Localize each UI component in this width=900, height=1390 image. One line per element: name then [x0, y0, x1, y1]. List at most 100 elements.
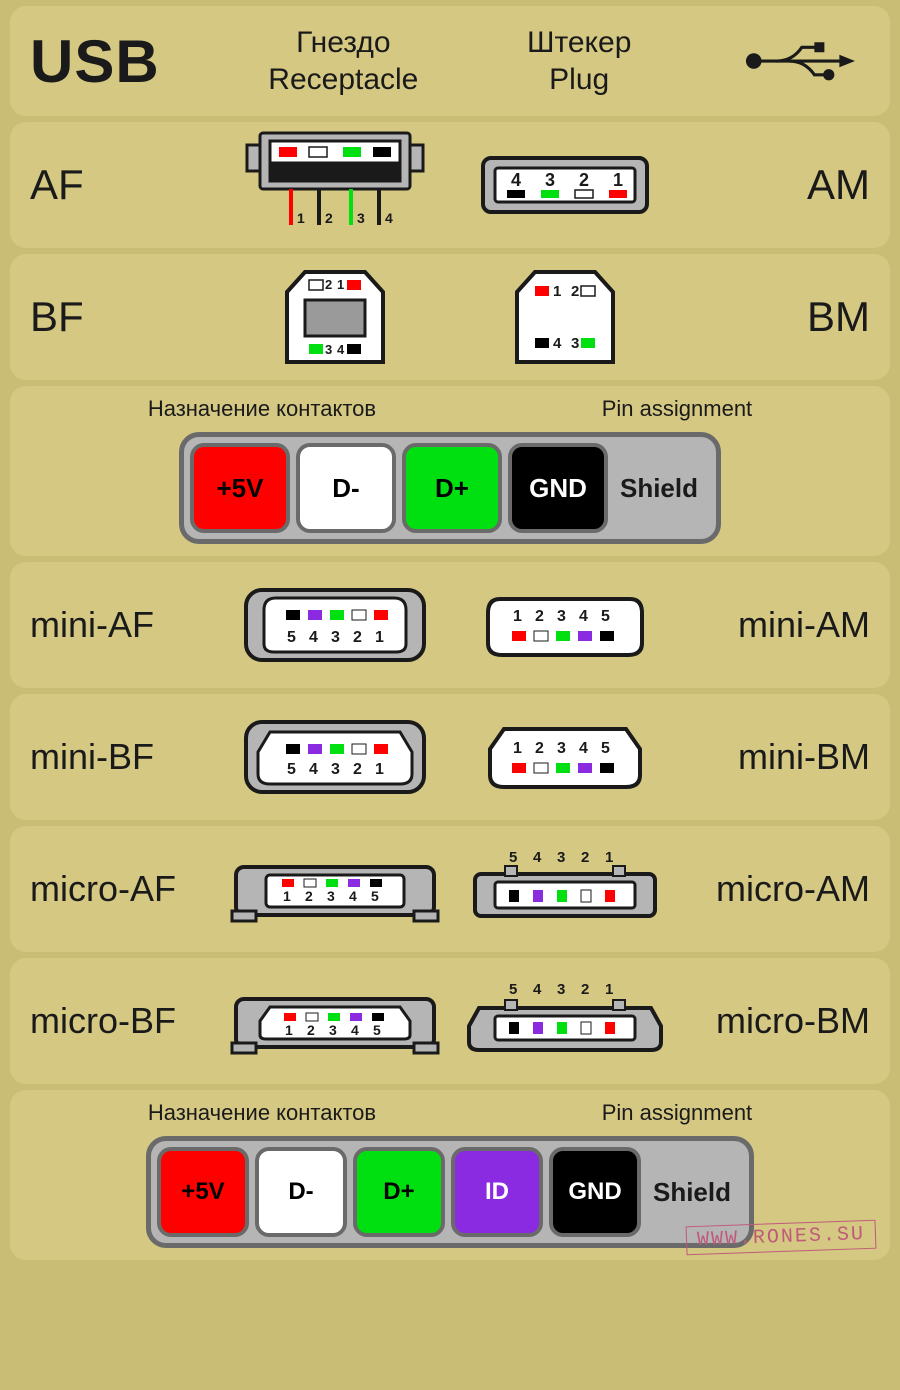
row-micro-b: micro-BF 12345 54321 micro-BM: [10, 958, 890, 1084]
pin-swatch: GND: [549, 1147, 641, 1237]
svg-text:4: 4: [579, 740, 588, 757]
diagram-mini-bf: 54321: [220, 712, 450, 802]
svg-text:5: 5: [509, 981, 517, 998]
label-bf: BF: [30, 293, 220, 341]
svg-text:1: 1: [605, 981, 613, 998]
pin-swatch: D+: [353, 1147, 445, 1237]
svg-text:1: 1: [375, 629, 384, 646]
svg-text:4: 4: [533, 849, 542, 866]
svg-text:3: 3: [331, 629, 340, 646]
svg-text:3: 3: [557, 849, 565, 866]
diagram-micro-bm: 54321: [450, 976, 680, 1066]
shield-label: Shield: [614, 473, 710, 504]
legend-mini-ru: Назначение контактов: [148, 1100, 376, 1126]
diagram-am: 4 3 2 1: [450, 150, 680, 220]
row-mini-a: mini-AF 54321 12345 mini-AM: [10, 562, 890, 688]
svg-text:2: 2: [535, 608, 544, 625]
svg-text:5: 5: [371, 888, 379, 904]
svg-text:2: 2: [307, 1022, 315, 1038]
svg-text:1: 1: [613, 170, 623, 190]
diagram-micro-bf: 12345: [220, 981, 450, 1061]
diagram-mini-am: 12345: [450, 585, 680, 665]
usb-title: USB: [30, 27, 160, 96]
watermark: WWW.RONES.SU: [686, 1220, 877, 1256]
legend-mini-en: Pin assignment: [602, 1100, 752, 1126]
label-micro-bf: micro-BF: [30, 1000, 220, 1042]
header-row: USB Гнездо Receptacle Штекер Plug: [10, 6, 890, 116]
diagram-micro-am: 54321: [450, 844, 680, 934]
usb-trident-icon: [740, 36, 870, 86]
legend-mini-row: Назначение контактов Pin assignment +5VD…: [10, 1090, 890, 1260]
svg-text:4: 4: [579, 608, 588, 625]
svg-text:1: 1: [605, 849, 613, 866]
label-af: AF: [30, 161, 220, 209]
svg-text:2: 2: [579, 170, 589, 190]
svg-text:5: 5: [601, 608, 610, 625]
svg-text:3: 3: [325, 342, 332, 357]
svg-text:4: 4: [309, 761, 318, 778]
svg-text:5: 5: [287, 629, 296, 646]
svg-text:1: 1: [337, 277, 344, 292]
diagram-bm: 12 43: [450, 262, 680, 372]
label-am: AM: [680, 161, 870, 209]
svg-text:3: 3: [571, 335, 579, 352]
svg-text:5: 5: [373, 1022, 381, 1038]
svg-text:1: 1: [285, 1022, 293, 1038]
label-mini-am: mini-AM: [680, 604, 870, 646]
svg-text:3: 3: [331, 761, 340, 778]
svg-text:1: 1: [513, 608, 522, 625]
svg-text:5: 5: [601, 740, 610, 757]
pin-swatch: D-: [296, 443, 396, 533]
col-receptacle-ru: Гнездо: [268, 24, 418, 62]
label-micro-bm: micro-BM: [680, 1000, 870, 1042]
svg-text:2: 2: [535, 740, 544, 757]
svg-text:4: 4: [309, 629, 318, 646]
svg-text:2: 2: [571, 283, 579, 300]
svg-text:3: 3: [329, 1022, 337, 1038]
pin-swatch: +5V: [157, 1147, 249, 1237]
svg-text:5: 5: [509, 849, 517, 866]
label-mini-bm: mini-BM: [680, 736, 870, 778]
legend-usb-box: +5VD-D+GNDShield: [179, 432, 721, 544]
diagram-micro-af: 12345: [220, 849, 450, 929]
pin-swatch: ID: [451, 1147, 543, 1237]
label-micro-af: micro-AF: [30, 868, 220, 910]
label-bm: BM: [680, 293, 870, 341]
svg-text:1: 1: [553, 283, 561, 300]
label-mini-af: mini-AF: [30, 604, 220, 646]
legend-mini-titles: Назначение контактов Pin assignment: [35, 1100, 865, 1126]
legend-usb-en: Pin assignment: [602, 396, 752, 422]
pin-swatch: D-: [255, 1147, 347, 1237]
col-plug-en: Plug: [527, 61, 631, 99]
svg-text:3: 3: [557, 608, 566, 625]
svg-text:1: 1: [513, 740, 522, 757]
svg-text:4: 4: [349, 888, 357, 904]
diagram-af: 12 34: [220, 125, 450, 245]
svg-text:4: 4: [511, 170, 521, 190]
svg-text:4: 4: [351, 1022, 359, 1038]
svg-text:3: 3: [545, 170, 555, 190]
svg-text:2: 2: [305, 888, 313, 904]
legend-usb-ru: Назначение контактов: [148, 396, 376, 422]
row-mini-b: mini-BF 54321 12345 mini-BM: [10, 694, 890, 820]
svg-text:1: 1: [375, 761, 384, 778]
diagram-mini-af: 54321: [220, 580, 450, 670]
svg-text:4: 4: [553, 335, 562, 352]
svg-text:2: 2: [353, 629, 362, 646]
svg-text:5: 5: [287, 761, 296, 778]
svg-text:2: 2: [581, 849, 589, 866]
shield-label: Shield: [647, 1177, 743, 1208]
label-mini-bf: mini-BF: [30, 736, 220, 778]
diagram-mini-bm: 12345: [450, 717, 680, 797]
row-a: AF 12 34: [10, 122, 890, 248]
column-plug: Штекер Plug: [527, 24, 631, 99]
row-micro-a: micro-AF 12345 54321 micro-AM: [10, 826, 890, 952]
svg-text:2: 2: [581, 981, 589, 998]
pin-swatch: +5V: [190, 443, 290, 533]
pin-swatch: D+: [402, 443, 502, 533]
label-micro-am: micro-AM: [680, 868, 870, 910]
diagram-bf: 21 34: [220, 262, 450, 372]
col-plug-ru: Штекер: [527, 24, 631, 62]
legend-mini-box: +5VD-D+IDGNDShield: [146, 1136, 754, 1248]
column-receptacle: Гнездо Receptacle: [268, 24, 418, 99]
